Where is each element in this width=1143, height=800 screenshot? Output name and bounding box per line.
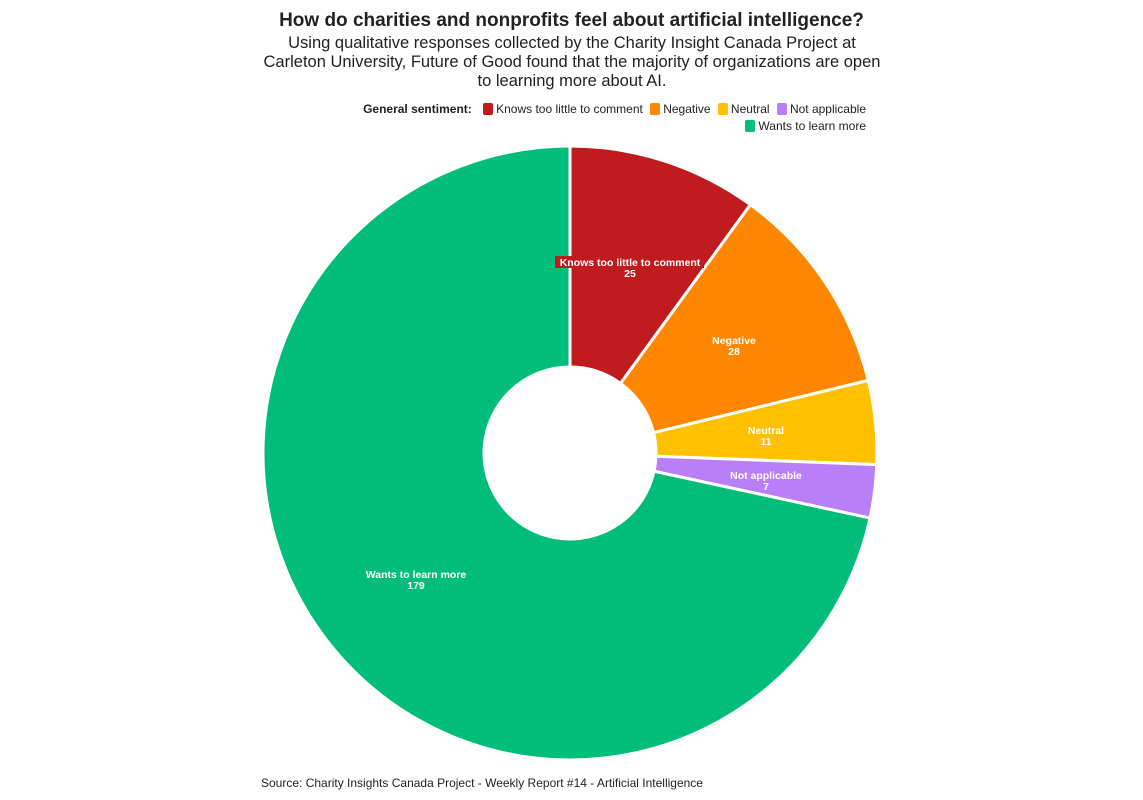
label-knows-too-little-name: Knows too little to comment xyxy=(560,257,701,269)
source-note: Source: Charity Insights Canada Project … xyxy=(261,776,703,790)
label-wants-to-learn-name: Wants to learn more xyxy=(366,569,467,581)
legend-label: Knows too little to comment xyxy=(496,102,643,116)
legend-title: General sentiment: xyxy=(363,102,472,116)
legend-label: Wants to learn more xyxy=(758,119,866,133)
label-negative-value: 28 xyxy=(728,346,740,358)
chart-title: How do charities and nonprofits feel abo… xyxy=(279,10,864,31)
legend-swatch xyxy=(745,120,756,132)
legend-label: Not applicable xyxy=(789,102,866,116)
donut-slices xyxy=(261,144,879,762)
legend-swatch xyxy=(483,103,494,115)
legend: General sentiment: Knows too little to c… xyxy=(346,101,866,135)
legend-label: Neutral xyxy=(730,102,770,116)
slice-labels: Knows too little to comment 25 Negative … xyxy=(366,256,802,592)
legend-item-wants-to-learn[interactable]: Wants to learn more xyxy=(745,118,866,135)
label-not-applicable-value: 7 xyxy=(763,481,769,493)
label-negative-name: Negative xyxy=(712,335,756,347)
legend-item-knows-too-little[interactable]: Knows too little to comment xyxy=(483,101,643,118)
legend-item-not-applicable[interactable]: Not applicable xyxy=(776,101,866,118)
slice-wants-to-learn-more[interactable] xyxy=(261,144,872,762)
legend-label: Negative xyxy=(663,102,711,116)
label-not-applicable-name: Not applicable xyxy=(730,470,802,482)
legend-item-negative[interactable]: Negative xyxy=(650,101,711,118)
label-highlight xyxy=(555,256,704,268)
label-neutral-name: Neutral xyxy=(748,425,784,437)
label-neutral-value: 11 xyxy=(760,436,771,448)
label-wants-to-learn-value: 179 xyxy=(407,580,425,592)
legend-swatch xyxy=(717,103,728,115)
slice-negative[interactable] xyxy=(619,203,870,435)
legend-item-neutral[interactable]: Neutral xyxy=(717,101,770,118)
label-knows-too-little-value: 25 xyxy=(624,268,636,280)
legend-swatch xyxy=(650,103,661,115)
legend-swatch xyxy=(776,103,787,115)
chart-subtitle: Using qualitative responses collected by… xyxy=(263,34,881,90)
